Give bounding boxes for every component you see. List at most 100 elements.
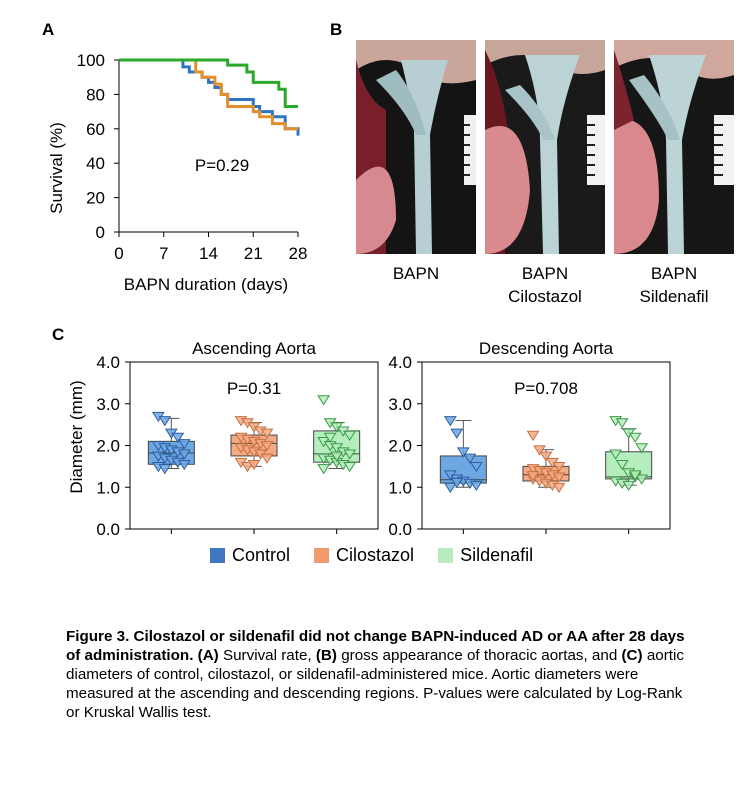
- photo-label-cilostazol-line1: BAPN: [521, 264, 569, 283]
- ascending-p-value: P=0.31: [227, 379, 281, 398]
- legend-label-cilostazol: Cilostazol: [336, 545, 415, 565]
- photo-label-bapn-line1: BAPN: [392, 264, 440, 283]
- ascending-y-tick-label: 1.0: [96, 478, 120, 497]
- ascending-point-sildenafil: [317, 464, 331, 475]
- ascending-title: Ascending Aorta: [192, 339, 316, 358]
- survival-line-cilostazol: [119, 58, 298, 131]
- survival-x-tick-label: 14: [199, 244, 218, 263]
- descending-point-control: [450, 428, 464, 439]
- survival-y-tick-label: 0: [96, 223, 105, 242]
- descending-point-control: [443, 416, 457, 427]
- legend-item-sildenafil: Sildenafil: [438, 545, 533, 566]
- descending-point-control: [469, 480, 483, 492]
- descending-point-cilostazol: [539, 451, 553, 462]
- legend-swatch-cilostazol: [314, 548, 330, 563]
- caption-c-label: (C): [621, 647, 643, 664]
- figure-caption: Figure 3. Cilostazol or sildenafil did n…: [66, 627, 696, 722]
- ascending-point-sildenafil: [343, 462, 357, 473]
- survival-p-value: P=0.29: [195, 156, 249, 175]
- survival-y-tick-label: 40: [86, 154, 105, 173]
- descending-point-sildenafil: [635, 474, 649, 485]
- photo-label-cilostazol-line2: Cilostazol: [508, 287, 582, 306]
- survival-y-tick-label: 60: [86, 120, 105, 139]
- ascending-point-sildenafil: [343, 430, 357, 441]
- ascending-point-cilostazol: [260, 441, 274, 452]
- descending-y-tick-label: 3.0: [388, 395, 412, 414]
- survival-line-sildenafil: [119, 58, 298, 108]
- ascending-point-control: [158, 416, 172, 427]
- descending-y-tick-label: 0.0: [388, 520, 412, 539]
- descending-point-control: [463, 453, 477, 464]
- caption-a-text: Survival rate,: [222, 647, 312, 664]
- descending-p-value: P=0.708: [514, 379, 578, 398]
- aorta-photo-sildenafil: [614, 40, 734, 254]
- ascending-point-control: [171, 432, 185, 444]
- descending-y-tick-label: 4.0: [388, 353, 412, 372]
- legend-label-sildenafil: Sildenafil: [460, 545, 534, 565]
- survival-x-axis-label: BAPN duration (days): [124, 275, 288, 294]
- ascending-y-tick-label: 4.0: [96, 353, 120, 372]
- descending-point-sildenafil: [615, 418, 629, 429]
- ascending-point-control: [177, 449, 191, 460]
- descending-point-sildenafil: [622, 480, 636, 492]
- survival-y-tick-label: 100: [77, 51, 105, 70]
- descending-point-cilostazol: [526, 471, 540, 482]
- legend: Control Cilostazol Sildenafil: [210, 545, 557, 566]
- survival-chart: 0 7 14 21 28 0 20 40 60 80 100 P=0.29 BAPN duratio…: [47, 51, 308, 294]
- legend-item-cilostazol: Cilostazol: [314, 545, 414, 566]
- ascending-point-sildenafil: [343, 449, 357, 460]
- descending-point-cilostazol: [552, 472, 566, 483]
- caption-b-label: (B): [315, 647, 337, 664]
- diameter-charts: Diameter (mm) Ascending Aorta Descending…: [67, 339, 671, 539]
- ascending-point-sildenafil: [330, 451, 344, 462]
- ascending-point-control: [177, 459, 191, 471]
- survival-y-tick-label: 80: [86, 85, 105, 104]
- descending-box-plot: 0.0 1.0 2.0 3.0 4.0: [388, 353, 671, 539]
- ascending-y-tick-label: 0.0: [96, 520, 120, 539]
- photo-label-bapn: BAPN: [346, 262, 486, 285]
- descending-point-cilostazol: [552, 462, 566, 473]
- legend-swatch-control: [210, 548, 225, 563]
- survival-axes: 0 7 14 21 28 0 20 40 60 80 100: [77, 51, 308, 263]
- survival-y-axis-label: Survival (%): [47, 122, 66, 214]
- descending-point-control: [443, 482, 457, 494]
- descending-y-tick-label: 1.0: [388, 478, 412, 497]
- survival-y-tick-label: 20: [86, 189, 105, 208]
- ascending-y-tick-label: 3.0: [96, 395, 120, 414]
- ascending-point-cilostazol: [260, 453, 274, 464]
- ascending-point-cilostazol: [260, 428, 274, 439]
- ascending-point-control: [177, 439, 191, 450]
- descending-title: Descending Aorta: [479, 339, 614, 358]
- survival-x-tick-label: 0: [114, 244, 123, 263]
- legend-item-control: Control: [210, 545, 290, 566]
- descending-point-cilostazol: [533, 445, 546, 456]
- descending-point-sildenafil: [628, 432, 642, 444]
- descending-point-cilostazol: [552, 482, 566, 494]
- ascending-point-cilostazol: [247, 459, 261, 471]
- descending-point-control: [469, 462, 483, 473]
- photo-label-sildenafil-line1: BAPN: [650, 264, 698, 283]
- descending-point-cilostazol: [526, 430, 540, 441]
- panel-label-a: A: [42, 20, 55, 39]
- descending-point-control: [456, 447, 470, 458]
- aorta-photo-cilostazol: [485, 40, 605, 254]
- caption-title: Figure 3. Cilostazol or sildenafil did n…: [66, 628, 685, 664]
- caption-c-text: aortic diameters of control, cilostazol,…: [66, 647, 684, 721]
- legend-label-control: Control: [232, 545, 291, 565]
- ascending-point-control: [158, 464, 172, 475]
- legend-swatch-sildenafil: [438, 548, 454, 563]
- photo-label-sildenafil-line2: Sildenafil: [639, 287, 709, 306]
- descending-point-sildenafil: [628, 470, 642, 481]
- ascending-box-plot: 0.0 1.0 2.0 3.0 4.0: [96, 353, 379, 539]
- caption-b-text: gross appearance of thoracic aortas, and: [341, 647, 618, 664]
- ascending-point-sildenafil: [317, 395, 331, 406]
- survival-lines: [119, 58, 300, 136]
- ascending-point-sildenafil: [323, 432, 337, 444]
- survival-x-tick-label: 7: [159, 244, 168, 263]
- aorta-photo-bapn: [356, 40, 476, 254]
- panel-label-c: C: [52, 325, 65, 344]
- photo-label-cilostazol: BAPN Cilostazol: [475, 262, 615, 308]
- descending-point-sildenafil: [615, 459, 629, 471]
- photo-label-sildenafil: BAPN Sildenafil: [604, 262, 744, 308]
- panel-label-b: B: [330, 20, 343, 39]
